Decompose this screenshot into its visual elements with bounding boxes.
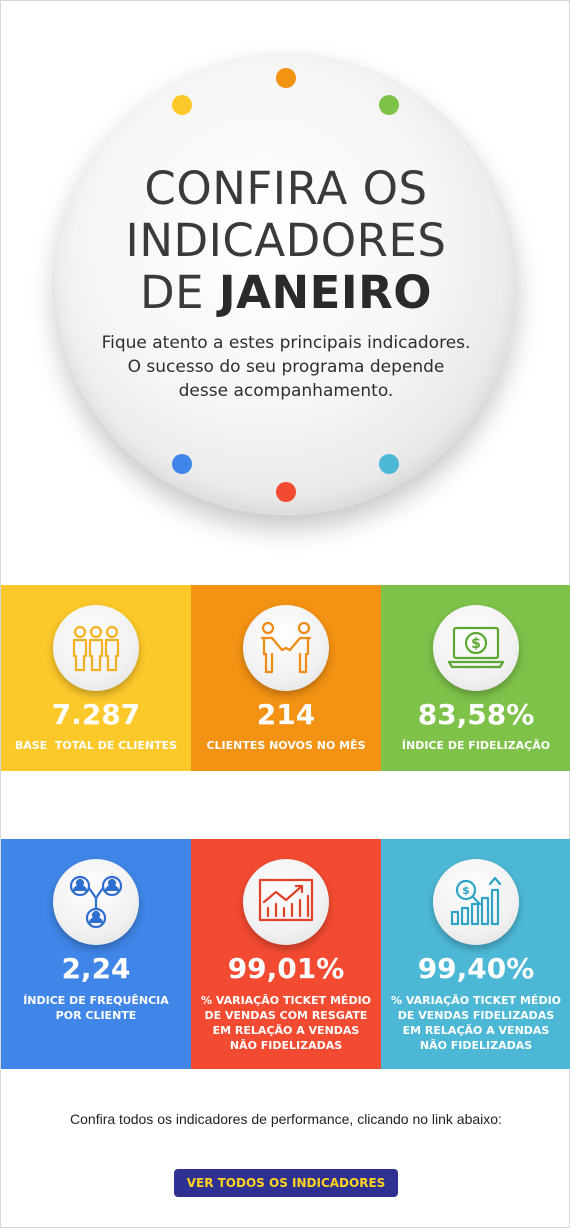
indicator-tile-base-total: 7.287 BASE TOTAL DE CLIENTES: [1, 585, 191, 771]
handshake-icon: [243, 605, 329, 691]
laptop-dollar-icon: $: [433, 605, 519, 691]
indicator-tile-frequency: 2,24 ÍNDICE DE FREQUÊNCIA POR CLIENTE: [1, 839, 191, 1069]
indicator-value: 83,58%: [417, 698, 535, 731]
orange-dot: [276, 68, 296, 88]
indicator-label: ÍNDICE DE FREQUÊNCIA POR CLIENTE: [23, 994, 169, 1022]
indicator-value: 7.287: [51, 698, 141, 731]
indicator-tile-ticket-redemption: 99,01% % VARIAÇÃO TICKET MÉDIO DE VENDAS…: [191, 839, 381, 1069]
hero-subtitle-line1: Fique atento a estes principais indicado…: [101, 333, 471, 353]
blue-dot: [172, 454, 192, 474]
hero-title-line1: CONFIRA OS: [144, 162, 428, 215]
indicator-label: ÍNDICE DE FIDELIZAÇÃO: [401, 739, 551, 752]
indicator-label: % VARIAÇÃO TICKET MÉDIO DE VENDAS COM RE…: [200, 994, 372, 1052]
indicator-tile-loyalty: $ 83,58% ÍNDICE DE FIDELIZAÇÃO: [381, 585, 570, 771]
hero-title: CONFIRA OS INDICADORES DE JANEIRO: [55, 163, 517, 319]
hero-title-line2: INDICADORES: [125, 214, 447, 267]
indicator-label: BASE TOTAL DE CLIENTES: [14, 739, 178, 752]
hero-title-prefix: DE: [139, 266, 219, 319]
hero-title-month: JANEIRO: [218, 266, 432, 319]
svg-text:$: $: [471, 636, 481, 652]
view-all-indicators-button[interactable]: VER TODOS OS INDICADORES: [174, 1169, 398, 1197]
indicator-tile-ticket-loyalty: $ 99,40% % VARIAÇÃO TICKET MÉDIO DE VEND…: [381, 839, 570, 1069]
hero-title-line3: DE JANEIRO: [55, 267, 517, 319]
people-icon: [53, 605, 139, 691]
svg-text:$: $: [462, 884, 470, 897]
red-dot: [276, 482, 296, 502]
cyan-dot: [379, 454, 399, 474]
search-bar-chart-icon: $: [433, 859, 519, 945]
indicator-value: 2,24: [61, 952, 131, 985]
hero-circle: [55, 53, 517, 515]
indicator-value: 99,01%: [227, 952, 345, 985]
hero-subtitle: Fique atento a estes principais indicado…: [71, 331, 501, 403]
footer-text: Confira todos os indicadores de performa…: [70, 1111, 502, 1127]
yellow-dot: [172, 95, 192, 115]
indicator-label: CLIENTES NOVOS NO MÊS: [206, 739, 366, 752]
indicator-value: 214: [256, 698, 316, 731]
hero-subtitle-line3: desse acompanhamento.: [178, 381, 394, 401]
green-dot: [379, 95, 399, 115]
indicator-label: % VARIAÇÃO TICKET MÉDIO DE VENDAS FIDELI…: [390, 994, 562, 1052]
indicator-tile-new-clients: 214 CLIENTES NOVOS NO MÊS: [191, 585, 381, 771]
network-users-icon: [53, 859, 139, 945]
trend-chart-icon: [243, 859, 329, 945]
indicator-value: 99,40%: [417, 952, 535, 985]
hero-subtitle-line2: O sucesso do seu programa depende: [127, 357, 445, 377]
